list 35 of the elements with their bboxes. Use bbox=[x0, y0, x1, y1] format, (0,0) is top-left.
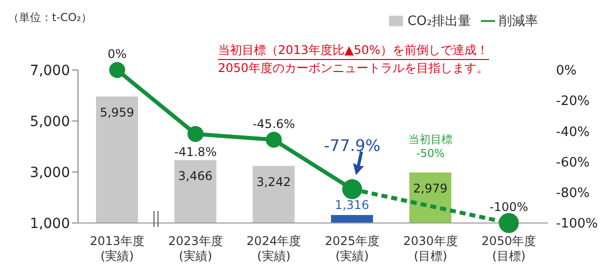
data-label: -41.8% bbox=[174, 144, 217, 159]
y2-tick-label: -100% bbox=[556, 216, 598, 232]
point bbox=[498, 213, 519, 233]
data-label: 3,466 bbox=[178, 169, 213, 184]
y2-tick-label: -60% bbox=[556, 155, 590, 170]
data-label: -100% bbox=[490, 200, 528, 214]
annotation: 当初目標（2013年度比▲50%）を前倒しで達成！ 2050年度のカーボンニュートラルを目指します。 bbox=[218, 42, 489, 77]
point bbox=[188, 126, 204, 142]
y2-tick-label: 0% bbox=[556, 64, 577, 79]
data-label: 2,979 bbox=[413, 182, 448, 196]
y-tick-label: 3,000 bbox=[30, 164, 70, 181]
data-label: 5,959 bbox=[100, 106, 134, 120]
data-label: 0% bbox=[108, 47, 127, 61]
point bbox=[109, 62, 126, 78]
data-label: 3,242 bbox=[256, 174, 291, 189]
data-label: -45.6% bbox=[252, 116, 296, 131]
x-tick-label: 2025年度 (実績) bbox=[324, 234, 380, 263]
y-axis-title: （単位：t-CO₂） bbox=[8, 10, 92, 25]
x-tick-label: 2050年度 (目標) bbox=[482, 234, 536, 263]
y-tick-label: 1,000 bbox=[30, 216, 70, 232]
annotation: 当初目標 -50% bbox=[408, 132, 454, 161]
point bbox=[266, 132, 282, 148]
data-label: 1,316 bbox=[334, 198, 370, 212]
x-tick-label: 2030年度 (目標) bbox=[403, 234, 458, 263]
x-tick-label: 2024年度 (実績) bbox=[246, 234, 302, 263]
legend-label: 削減率 bbox=[499, 14, 538, 29]
y2-tick-label: -20% bbox=[556, 94, 590, 110]
y-tick-label: 7,000 bbox=[30, 62, 70, 79]
y-tick-label: 5,000 bbox=[30, 114, 70, 130]
data-label: -77.9% bbox=[324, 136, 380, 156]
y2-tick-label: -40% bbox=[556, 124, 590, 140]
y2-tick-label: -80% bbox=[556, 186, 590, 202]
legend-label: CO₂排出量 bbox=[407, 14, 471, 29]
x-tick-label: 2023年度 (実績) bbox=[168, 234, 223, 263]
x-tick-label: 2013年度 (実績) bbox=[90, 234, 144, 263]
